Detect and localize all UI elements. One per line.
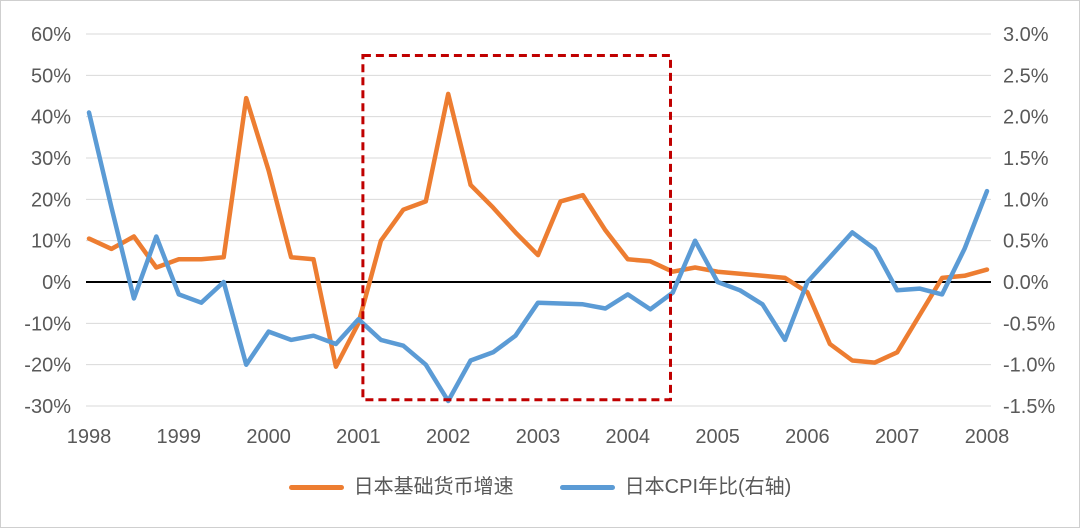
legend-swatch-cpi xyxy=(559,484,615,490)
x-axis-tick-label: 2001 xyxy=(336,426,381,448)
right-axis-tick-label: -0.5% xyxy=(1003,313,1055,335)
x-axis-tick-label: 1998 xyxy=(67,426,112,448)
left-axis-tick-label: -20% xyxy=(24,355,71,377)
left-axis-tick-label: -10% xyxy=(24,313,71,335)
series-line-base-money xyxy=(86,91,990,369)
right-axis-tick-label: 1.5% xyxy=(1003,148,1049,170)
x-axis-tick-label: 2000 xyxy=(246,426,291,448)
right-axis-tick-label: 0.5% xyxy=(1003,231,1049,253)
left-axis-tick-label: -30% xyxy=(24,396,71,418)
x-axis-tick-label: 1999 xyxy=(157,426,202,448)
x-axis-tick-label: 2006 xyxy=(785,426,830,448)
series-line-cpi xyxy=(86,110,990,404)
x-axis-tick-label: 2003 xyxy=(516,426,561,448)
right-axis-tick-label: -1.5% xyxy=(1003,396,1055,418)
left-axis-tick-label: 50% xyxy=(31,65,71,87)
legend-swatch-base-money xyxy=(288,484,344,490)
right-axis-tick-label: 0.0% xyxy=(1003,272,1049,294)
left-axis-tick-label: 20% xyxy=(31,189,71,211)
right-axis-tick-label: 3.0% xyxy=(1003,24,1049,46)
x-axis-tick-label: 2004 xyxy=(606,426,651,448)
legend-item-cpi: 日本CPI年比(右轴) xyxy=(559,476,792,498)
x-axis-tick-label: 2005 xyxy=(695,426,740,448)
x-axis-tick-label: 2002 xyxy=(426,426,471,448)
right-axis-tick-label: -1.0% xyxy=(1003,355,1055,377)
chart-legend: 日本基础货币增速 日本CPI年比(右轴) xyxy=(1,477,1079,497)
legend-label-base-money: 日本基础货币增速 xyxy=(353,476,514,498)
legend-item-base-money: 日本基础货币增速 xyxy=(288,476,514,498)
highlight-box xyxy=(361,54,672,402)
left-axis-tick-label: 60% xyxy=(31,24,71,46)
legend-label-cpi: 日本CPI年比(右轴) xyxy=(624,476,792,498)
right-axis-tick-label: 1.0% xyxy=(1003,189,1049,211)
left-axis-tick-label: 10% xyxy=(31,231,71,253)
right-axis-tick-label: 2.5% xyxy=(1003,65,1049,87)
right-axis-tick-label: 2.0% xyxy=(1003,107,1049,129)
left-axis-tick-label: 40% xyxy=(31,107,71,129)
x-axis-tick-label: 2008 xyxy=(965,426,1010,448)
left-axis-tick-label: 30% xyxy=(31,148,71,170)
left-axis-tick-label: 0% xyxy=(42,272,71,294)
x-axis-tick-label: 2007 xyxy=(875,426,920,448)
